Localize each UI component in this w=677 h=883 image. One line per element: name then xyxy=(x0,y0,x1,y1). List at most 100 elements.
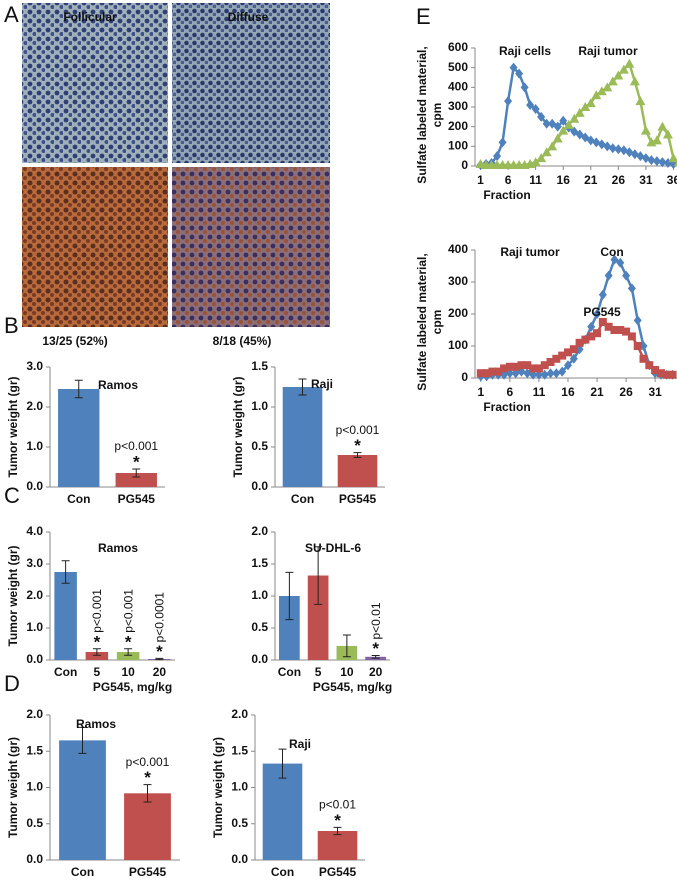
x-tick-label: 21 xyxy=(584,173,598,187)
x-tick-label: 6 xyxy=(507,385,514,399)
p-value: p<0.001 xyxy=(126,755,170,769)
y-tick-label: 1.5 xyxy=(26,743,43,757)
error-bar xyxy=(92,648,101,656)
marker xyxy=(531,103,540,114)
marker xyxy=(536,153,547,163)
marker xyxy=(610,326,619,334)
y-tick-label: 0 xyxy=(461,158,468,172)
histology-image xyxy=(172,167,330,327)
column-heading: Follicular xyxy=(63,10,117,24)
y-tick-label: 0.0 xyxy=(231,852,248,866)
x-tick-label: 26 xyxy=(612,173,626,187)
p-value: p<0.0001 xyxy=(153,592,167,643)
x-tick-label: Con xyxy=(54,665,77,679)
panel-label: E xyxy=(416,4,431,29)
marker xyxy=(622,327,631,336)
marker xyxy=(651,135,662,145)
y-tick-label: 0.5 xyxy=(251,620,268,634)
error-bar xyxy=(132,468,141,478)
significance-star: * xyxy=(125,632,132,651)
chart-title: SU-DHL-6 xyxy=(305,541,361,555)
marker xyxy=(546,358,555,366)
series-label: Raji cells xyxy=(499,44,551,58)
x-tick-label: 11 xyxy=(529,173,542,187)
marker xyxy=(558,125,569,135)
marker xyxy=(668,153,677,163)
significance-star: * xyxy=(354,436,361,455)
y-axis-label: cpm xyxy=(430,310,444,335)
error-bar xyxy=(155,657,164,661)
error-bar xyxy=(74,379,83,399)
column-heading: Diffuse xyxy=(228,10,269,24)
marker xyxy=(563,348,572,357)
panel-label: D xyxy=(4,671,20,696)
error-bar xyxy=(298,378,307,396)
error-bar xyxy=(371,655,380,659)
marker xyxy=(658,157,667,168)
significance-star: * xyxy=(133,452,140,471)
marker xyxy=(673,160,677,167)
marker xyxy=(530,157,541,167)
x-tick-label: PG545 xyxy=(319,865,357,878)
significance-star: * xyxy=(156,642,163,661)
error-bar xyxy=(78,726,87,754)
y-axis-label: Sulfate labeled material, xyxy=(415,46,429,183)
x-tick-label: 5 xyxy=(315,665,322,679)
error-bar xyxy=(278,748,287,779)
marker xyxy=(563,360,572,371)
marker xyxy=(662,370,671,379)
marker xyxy=(598,289,607,300)
panel-label: C xyxy=(4,483,20,508)
marker xyxy=(546,368,555,379)
x-tick-label: 26 xyxy=(619,385,633,399)
bar xyxy=(317,831,358,860)
p-value: p<0.001 xyxy=(121,589,135,633)
x-tick-label: 6 xyxy=(505,173,512,187)
y-axis-label: Tumor weight (gr) xyxy=(231,376,245,477)
marker xyxy=(494,367,503,376)
marker xyxy=(585,98,596,108)
y-tick-label: 600 xyxy=(448,40,468,54)
bar xyxy=(85,652,109,660)
y-tick-label: 2.0 xyxy=(26,707,43,721)
y-tick-label: 2.0 xyxy=(26,588,43,602)
y-tick-label: 100 xyxy=(448,338,468,352)
marker xyxy=(639,354,648,363)
x-tick-label: Con xyxy=(278,665,301,679)
y-tick-label: 200 xyxy=(448,119,468,133)
y-tick-label: 2.0 xyxy=(26,399,43,413)
y-tick-label: 4.0 xyxy=(26,524,43,538)
marker xyxy=(598,318,607,326)
marker xyxy=(558,351,567,360)
marker xyxy=(622,270,631,281)
bar xyxy=(116,652,140,660)
p-value: p<0.001 xyxy=(114,439,158,453)
marker xyxy=(668,370,677,379)
significance-star: * xyxy=(144,768,151,787)
x-tick-label: 5 xyxy=(94,665,101,679)
y-tick-label: 0.5 xyxy=(26,816,43,830)
y-tick-label: 100 xyxy=(448,139,468,153)
y-tick-label: 0.0 xyxy=(26,479,43,493)
x-tick-label: PG545 xyxy=(339,492,377,506)
y-tick-label: 1.0 xyxy=(26,780,43,794)
error-bar xyxy=(61,560,70,584)
marker xyxy=(633,315,642,326)
marker xyxy=(529,364,538,373)
histology-image xyxy=(172,3,330,163)
y-tick-label: 0.5 xyxy=(251,439,268,453)
marker xyxy=(476,369,485,378)
y-tick-label: 500 xyxy=(448,60,468,74)
marker xyxy=(569,345,578,354)
marker xyxy=(616,257,625,268)
marker xyxy=(613,70,624,80)
marker xyxy=(662,129,673,139)
marker xyxy=(629,76,640,86)
x-tick-label: 16 xyxy=(561,385,575,399)
y-tick-label: 1.0 xyxy=(26,439,43,453)
x-axis-label: Fraction xyxy=(483,400,530,414)
y-tick-label: 1.5 xyxy=(231,743,248,757)
marker xyxy=(540,361,549,370)
x-tick-label: 1 xyxy=(477,173,484,187)
error-bar xyxy=(143,784,152,803)
